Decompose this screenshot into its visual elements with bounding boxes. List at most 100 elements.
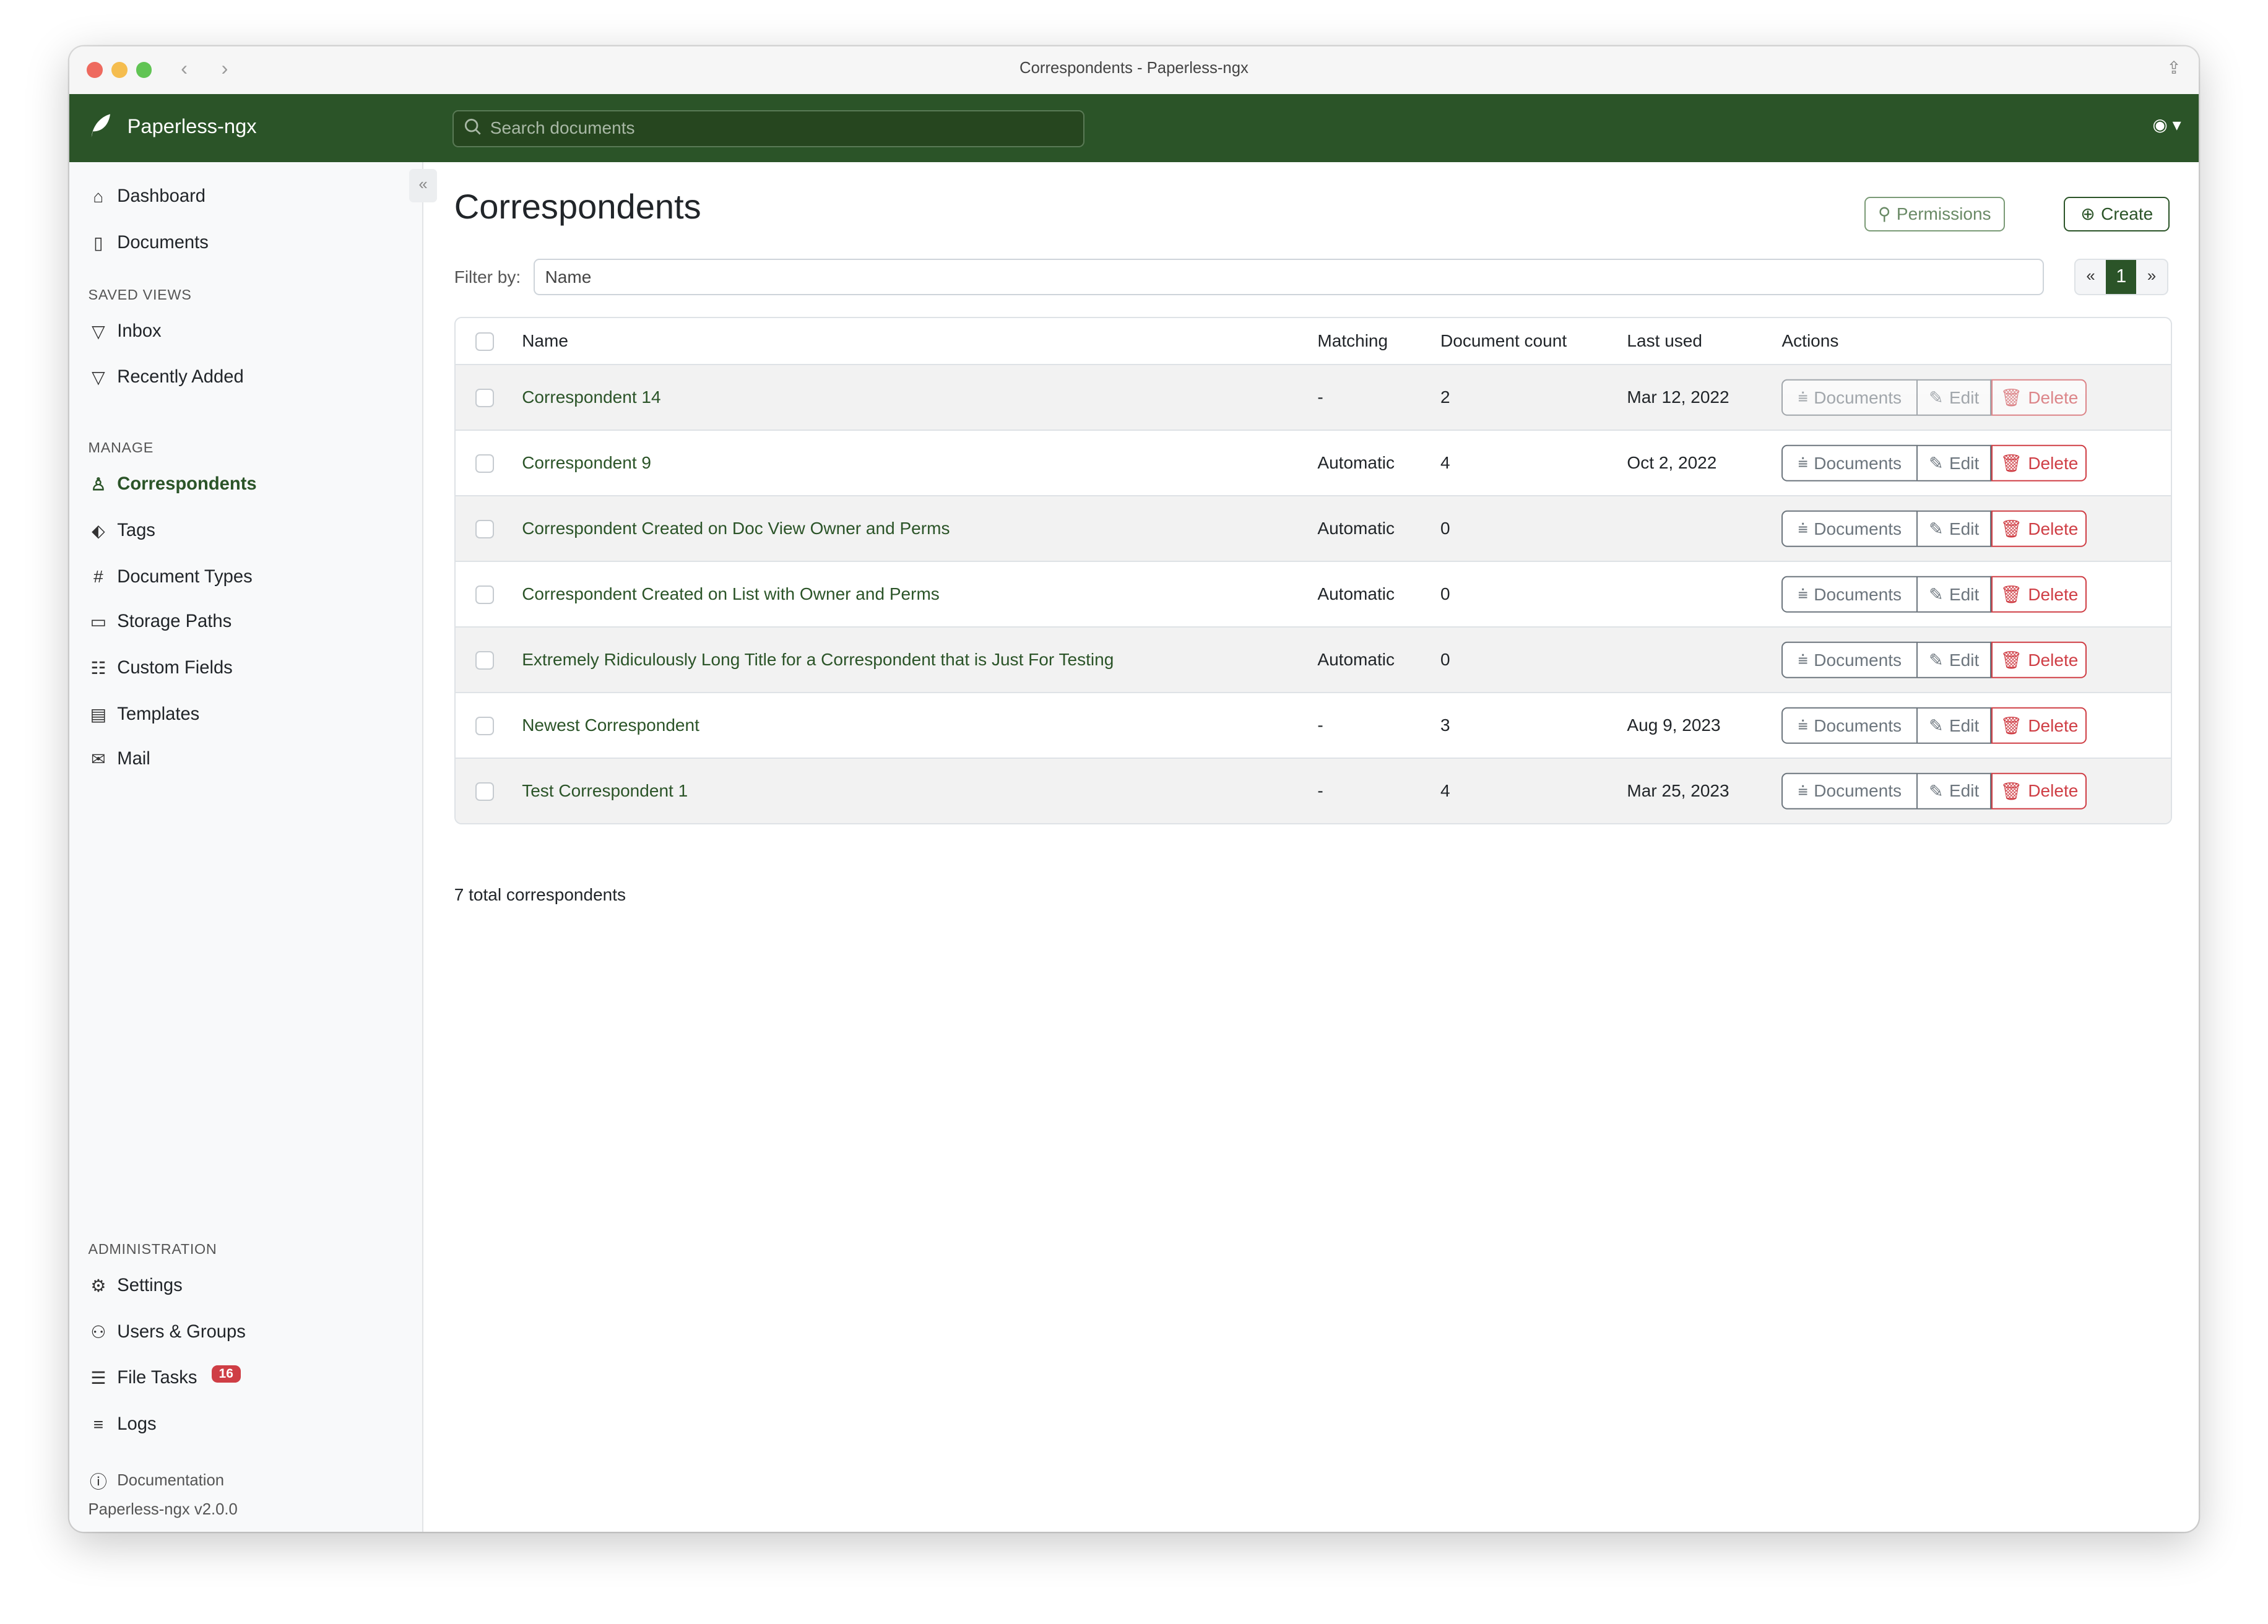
correspondent-name-link[interactable]: Extremely Ridiculously Long Title for a … — [522, 650, 1114, 670]
sidebar-item-file-tasks[interactable]: ☰ File Tasks 16 — [89, 1365, 241, 1388]
pager-prev[interactable]: « — [2086, 267, 2095, 285]
column-name[interactable]: Name — [522, 331, 568, 351]
trash-icon: 🗑︎ — [2000, 584, 2022, 604]
documentation-link[interactable]: ⓘ Documentation — [89, 1468, 224, 1493]
sidebar-item-mail[interactable]: ✉ Mail — [89, 749, 150, 769]
documents-button[interactable]: ⩧ Documents — [1781, 445, 1918, 482]
sidebar-item-recently-added[interactable]: ▽ Recently Added — [89, 367, 244, 387]
documents-button[interactable]: ⩧ Documents — [1781, 576, 1918, 613]
brand-name[interactable]: Paperless-ngx — [127, 114, 257, 137]
delete-label: Delete — [2028, 650, 2079, 670]
row-checkbox[interactable] — [475, 651, 495, 670]
sidebar-item-label: Templates — [117, 704, 200, 724]
delete-button[interactable]: 🗑︎ Delete — [1991, 707, 2087, 744]
select-all-checkbox[interactable] — [475, 332, 495, 351]
correspondent-name-link[interactable]: Correspondent Created on List with Owner… — [522, 584, 940, 604]
filter-icon: ⩧ — [1798, 715, 1808, 735]
sidebar-item-label: Custom Fields — [117, 658, 233, 678]
sidebar-item-users-groups[interactable]: ⚇ Users & Groups — [89, 1322, 246, 1342]
documents-button[interactable]: ⩧ Documents — [1781, 511, 1918, 547]
edit-button[interactable]: ✎ Edit — [1918, 707, 1992, 744]
correspondent-name-link[interactable]: Correspondent Created on Doc View Owner … — [522, 519, 950, 538]
pager-page-1[interactable]: 1 — [2106, 260, 2137, 294]
version-label: Paperless-ngx v2.0.0 — [88, 1501, 238, 1519]
close-window-button[interactable] — [87, 62, 103, 79]
documents-button[interactable]: ⩧ Documents — [1781, 773, 1918, 810]
column-matching[interactable]: Matching — [1317, 331, 1388, 351]
filter-icon: ⩧ — [1798, 387, 1808, 407]
delete-button[interactable]: 🗑︎ Delete — [1991, 576, 2087, 613]
delete-button[interactable]: 🗑︎ Delete — [1991, 511, 2087, 547]
permissions-button[interactable]: ⚲ Permissions — [1864, 196, 2005, 231]
window-title: Correspondents - Paperless-ngx — [1019, 59, 1249, 77]
filter-name-input[interactable]: Name — [534, 259, 2044, 295]
correspondent-name-link[interactable]: Newest Correspondent — [522, 715, 699, 735]
row-checkbox[interactable] — [475, 454, 495, 473]
question-circle-icon: ⓘ — [89, 1472, 107, 1492]
table-row: Correspondent 9 Automatic 4 Oct 2, 2022 … — [455, 430, 2171, 495]
row-checkbox[interactable] — [475, 717, 495, 735]
sidebar-item-label: Settings — [117, 1275, 183, 1295]
documents-label: Documents — [1814, 519, 1902, 538]
search-input[interactable]: Search documents — [452, 110, 1084, 147]
edit-button[interactable]: ✎ Edit — [1918, 511, 1992, 547]
edit-label: Edit — [1949, 781, 1980, 801]
delete-button[interactable]: 🗑︎ Delete — [1991, 642, 2087, 678]
documents-button[interactable]: ⩧ Documents — [1781, 707, 1918, 744]
sidebar-item-inbox[interactable]: ▽ Inbox — [89, 321, 162, 342]
sidebar-item-tags[interactable]: ⬖ Tags — [89, 520, 155, 541]
sidebar-item-dashboard[interactable]: ⌂ Dashboard — [89, 186, 206, 207]
sidebar: ⌂ Dashboard ▯ Documents SAVED VIEWS ▽ Inbox… — [69, 162, 424, 1532]
sidebar-item-custom-fields[interactable]: ☷ Custom Fields — [89, 658, 233, 678]
pagination: « 1 » — [2074, 259, 2168, 295]
document-count-value: 0 — [1440, 650, 1450, 670]
documents-label: Documents — [1814, 781, 1902, 801]
minimize-window-button[interactable] — [111, 62, 128, 79]
sidebar-item-storage-paths[interactable]: ▭ Storage Paths — [89, 611, 232, 632]
edit-button[interactable]: ✎ Edit — [1918, 445, 1992, 482]
document-count-value: 2 — [1440, 387, 1450, 407]
maximize-window-button[interactable] — [136, 62, 152, 79]
row-checkbox[interactable] — [475, 520, 495, 539]
delete-button[interactable]: 🗑︎ Delete — [1991, 773, 2087, 810]
edit-button[interactable]: ✎ Edit — [1918, 576, 1992, 613]
row-checkbox[interactable] — [475, 389, 495, 408]
sidebar-item-document-types[interactable]: # Document Types — [89, 567, 253, 587]
pager-next[interactable]: » — [2147, 267, 2157, 285]
filter-icon: ⩧ — [1798, 649, 1808, 669]
row-checkbox[interactable] — [475, 585, 495, 605]
edit-label: Edit — [1949, 715, 1980, 735]
column-last-used[interactable]: Last used — [1627, 331, 1702, 351]
edit-button[interactable]: ✎ Edit — [1918, 642, 1992, 678]
row-checkbox[interactable] — [475, 782, 495, 801]
sidebar-item-correspondents[interactable]: ♙ Correspondents — [89, 474, 256, 495]
sidebar-item-templates[interactable]: ▤ Templates — [89, 704, 200, 725]
edit-label: Edit — [1949, 650, 1980, 670]
back-icon[interactable]: ‹ — [181, 56, 188, 80]
trash-icon: 🗑︎ — [2000, 650, 2022, 670]
correspondent-name-link[interactable]: Test Correspondent 1 — [522, 781, 688, 801]
sidebar-item-label: Mail — [117, 749, 150, 769]
trash-icon: 🗑︎ — [2000, 387, 2022, 407]
delete-button[interactable]: 🗑︎ Delete — [1991, 379, 2087, 416]
create-button[interactable]: ⊕ Create — [2064, 196, 2170, 231]
filter-icon: ⩧ — [1798, 518, 1808, 538]
forward-icon[interactable]: › — [221, 56, 228, 80]
edit-button[interactable]: ✎ Edit — [1918, 379, 1992, 416]
edit-button[interactable]: ✎ Edit — [1918, 773, 1992, 810]
correspondent-name-link[interactable]: Correspondent 9 — [522, 453, 651, 473]
share-icon[interactable]: ⇪ — [2166, 58, 2181, 78]
delete-button[interactable]: 🗑︎ Delete — [1991, 445, 2087, 482]
sidebar-item-logs[interactable]: ≡ Logs — [89, 1414, 157, 1435]
sidebar-item-documents[interactable]: ▯ Documents — [89, 233, 209, 253]
title-bar: ‹ › Correspondents - Paperless-ngx ⇪ — [69, 46, 2199, 95]
documents-button[interactable]: ⩧ Documents — [1781, 379, 1918, 416]
trash-icon: 🗑︎ — [2000, 715, 2022, 735]
user-menu-icon[interactable]: ◉ ▾ — [2152, 114, 2181, 134]
matching-value: - — [1317, 715, 1323, 735]
correspondent-name-link[interactable]: Correspondent 14 — [522, 387, 661, 407]
collapse-sidebar-button[interactable]: « — [409, 169, 437, 203]
column-document-count[interactable]: Document count — [1440, 331, 1567, 351]
sidebar-item-settings[interactable]: ⚙ Settings — [89, 1275, 183, 1296]
documents-button[interactable]: ⩧ Documents — [1781, 642, 1918, 678]
